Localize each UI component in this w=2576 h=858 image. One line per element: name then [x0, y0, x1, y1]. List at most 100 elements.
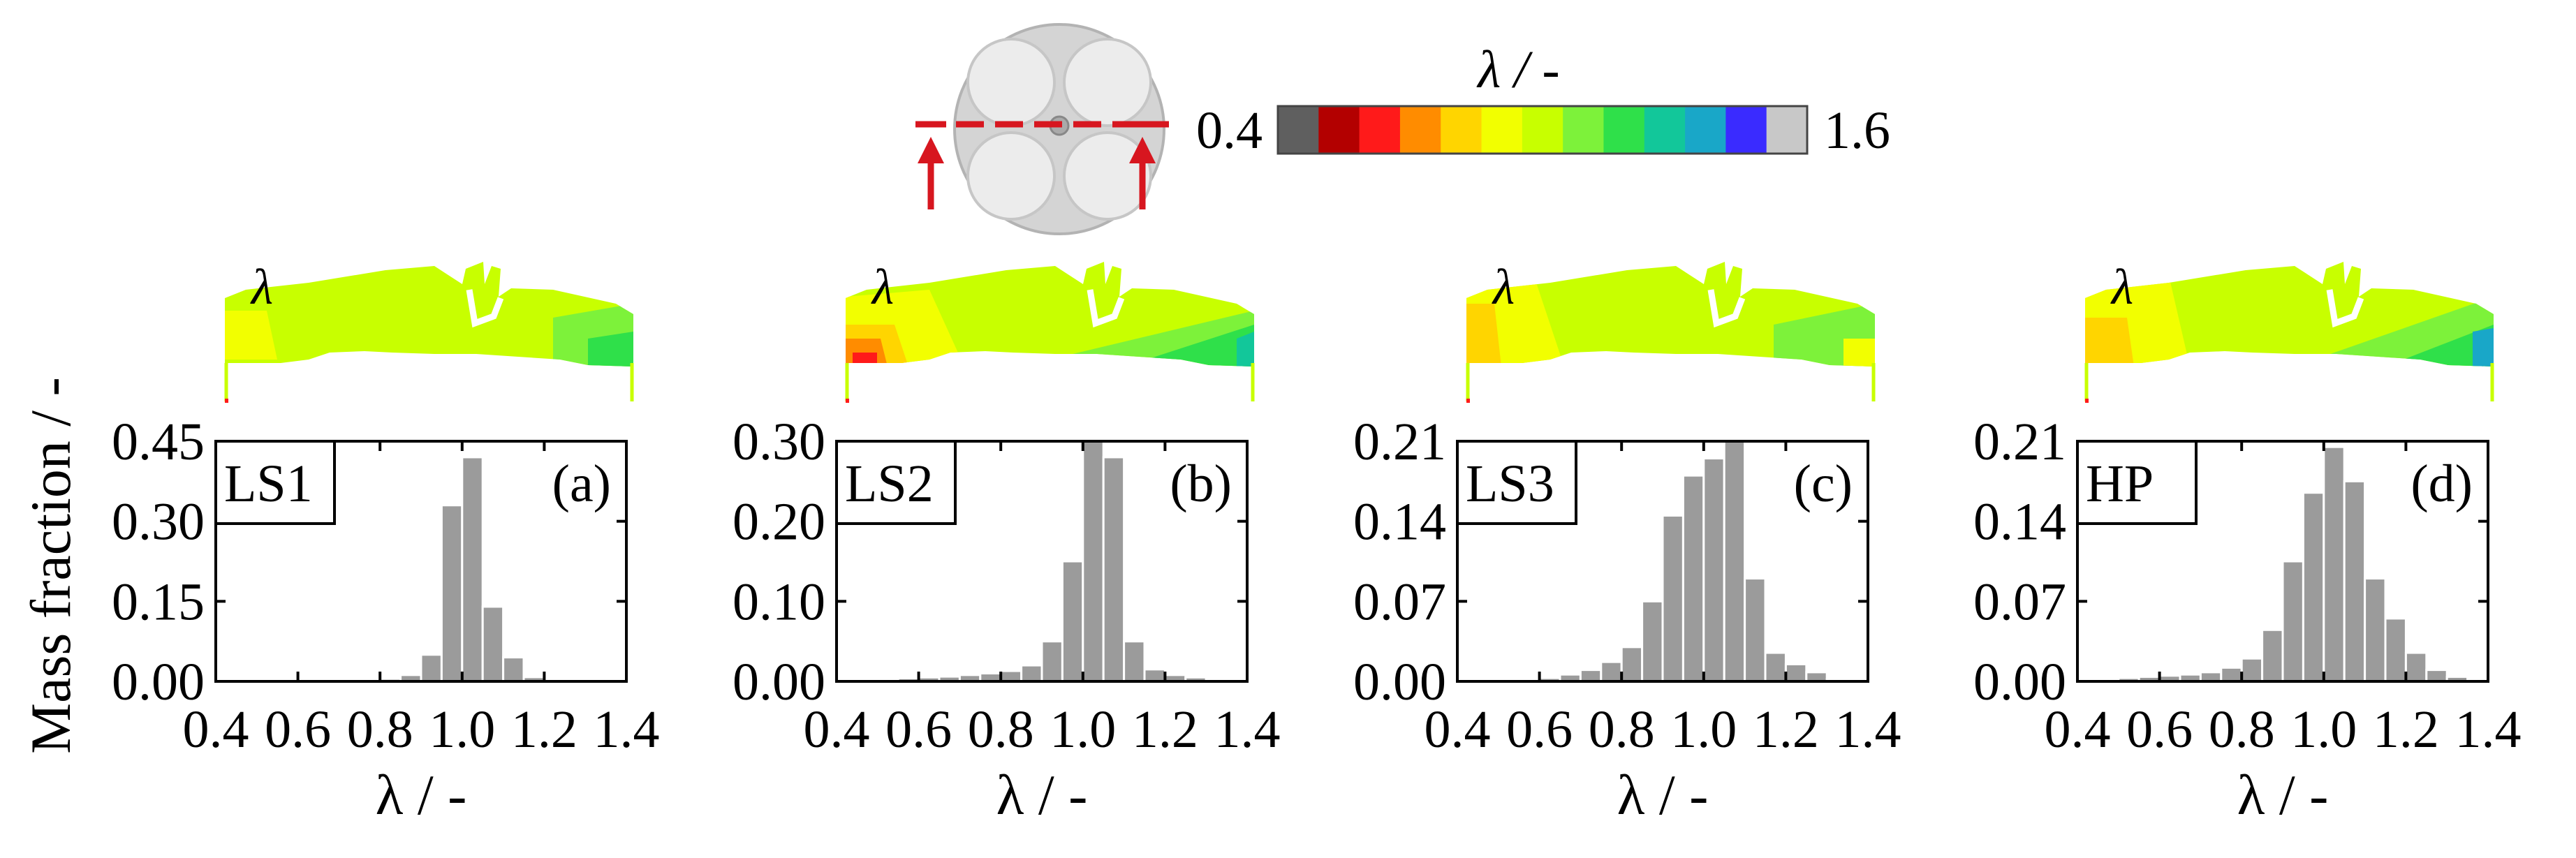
x-tick-label: 0.6: [2126, 700, 2193, 759]
histogram-bar: [1723, 440, 1746, 683]
valve-top-left: [966, 38, 1056, 127]
histogram-bar: [420, 653, 443, 683]
histogram-bar: [1040, 640, 1063, 683]
histogram-bar: [2220, 666, 2243, 683]
valve-bottom-right: [1063, 131, 1152, 221]
histogram-bar: [1744, 577, 1767, 683]
case-label: LS3: [1466, 454, 1554, 513]
y-tick-label: 0.14: [1353, 493, 1446, 552]
panel-label: (c): [1794, 454, 1853, 513]
histogram-bar: [2384, 617, 2407, 683]
colorbar-cell: [1725, 106, 1767, 154]
histogram-bar: [2302, 491, 2325, 683]
y-tick-label: 0.45: [112, 413, 205, 471]
x-tick-label: 0.6: [265, 700, 331, 759]
x-tick-label: 1.0: [1670, 700, 1737, 759]
x-tick-label: 0.8: [968, 700, 1034, 759]
case-label: LS1: [224, 454, 313, 513]
x-tick-label: 1.4: [594, 700, 660, 759]
y-tick-label: 0.10: [733, 572, 825, 631]
y-tick-label: 0.07: [1973, 572, 2066, 631]
contour-plot: λ: [845, 259, 1255, 403]
axes-frame: [214, 440, 628, 683]
y-tick-label: 0.00: [112, 653, 205, 711]
histogram-bar: [1620, 646, 1644, 683]
x-tick-label: 1.4: [1214, 700, 1281, 759]
colorbar-cell: [1278, 106, 1319, 154]
panel-label: (b): [1170, 454, 1232, 513]
colorbar-cell: [1359, 106, 1401, 154]
y-tick-label: 0.00: [1973, 653, 2066, 711]
view-arrow-right-icon: [1129, 137, 1156, 209]
view-arrow-left-icon: [918, 137, 944, 209]
x-tick-label: 1.2: [1753, 700, 1819, 759]
y-tick-label: 0.07: [1353, 572, 1446, 631]
x-tick-label: 0.8: [347, 700, 413, 759]
histogram-panel: 0.4 0.6 0.8 1.0 1.2 1.4 0.00 0.15 0.30 0.45 LS1 (a)…: [112, 413, 660, 827]
colorbar-cell: [1563, 106, 1604, 154]
y-tick-label: 0.00: [733, 653, 825, 711]
colorbar-cell: [1603, 106, 1645, 154]
histogram-bar: [999, 670, 1023, 683]
case-label-box: [1456, 440, 1577, 525]
histogram-bar: [1082, 440, 1105, 683]
case-label: LS2: [845, 454, 934, 513]
colorbar-cell: [1481, 106, 1523, 154]
x-tick-label: 0.4: [183, 700, 249, 759]
x-axis-label: λ / -: [996, 763, 1088, 827]
contour-lambda-label: λ: [250, 259, 273, 315]
colorbar-min-label: 0.4: [1196, 101, 1263, 160]
histogram-bar: [1579, 669, 1603, 683]
histogram-panels: 0.4 0.6 0.8 1.0 1.2 1.4 0.00 0.15 0.30 0.45 LS1 (a)…: [112, 413, 2522, 827]
contour-plot: λ: [1466, 259, 1876, 403]
y-tick-label: 0.30: [733, 413, 825, 471]
colorbar-cell: [1766, 106, 1808, 154]
contour-lambda-label: λ: [1492, 259, 1515, 315]
axes-frame: [2076, 440, 2489, 683]
histogram-bar: [2323, 445, 2346, 683]
colorbar-max-label: 1.6: [1824, 101, 1890, 160]
histogram-bar: [2261, 628, 2284, 683]
x-axis-label: λ / -: [2237, 763, 2329, 827]
x-tick-label: 0.6: [885, 700, 952, 759]
colorbar-cell: [1685, 106, 1726, 154]
histogram-bar: [461, 456, 484, 683]
y-tick-label: 0.20: [733, 493, 825, 552]
x-tick-label: 1.4: [2455, 700, 2522, 759]
histogram-bar: [1702, 457, 1725, 683]
case-label-box: [214, 440, 336, 525]
histogram-bar: [1020, 664, 1043, 683]
x-axis-label: λ / -: [1617, 763, 1709, 827]
contour-plot: λ: [224, 259, 634, 403]
colorbar-cell: [1318, 106, 1360, 154]
x-tick-label: 1.2: [2373, 700, 2439, 759]
x-tick-label: 0.4: [2045, 700, 2111, 759]
case-label-box: [835, 440, 957, 525]
histogram-panel: 0.4 0.6 0.8 1.0 1.2 1.4 0.00 0.07 0.14 0.21 HP (d) λ…: [1973, 413, 2522, 827]
panel-label: (d): [2411, 454, 2473, 513]
histogram-bar: [1764, 651, 1787, 683]
y-tick-label: 0.15: [112, 572, 205, 631]
histogram-bar: [1600, 660, 1623, 683]
histogram-bar: [1143, 668, 1166, 683]
x-axis-label: λ / -: [376, 763, 467, 827]
histogram-bar: [481, 605, 505, 683]
contour-plot: λ: [2084, 259, 2494, 403]
colorbar-cell: [1644, 106, 1686, 154]
x-tick-label: 1.0: [429, 700, 495, 759]
x-tick-label: 1.0: [1050, 700, 1116, 759]
x-tick-label: 0.8: [1589, 700, 1655, 759]
y-axis-label: Mass fraction / -: [19, 377, 82, 754]
histogram-bar: [2240, 657, 2264, 683]
x-tick-label: 0.4: [1425, 700, 1491, 759]
panel-label: (a): [552, 454, 611, 513]
valve-bottom-left: [966, 131, 1056, 221]
histogram-panel: 0.4 0.6 0.8 1.0 1.2 1.4 0.00 0.07 0.14 0.21 LS3 (c)…: [1353, 413, 1901, 827]
contour-lambda-label: λ: [871, 259, 894, 315]
x-tick-label: 0.6: [1506, 700, 1573, 759]
x-tick-label: 1.2: [1132, 700, 1198, 759]
histogram-bar: [2281, 560, 2304, 683]
colorbar-cells: [1276, 105, 1809, 155]
valve-top-right: [1063, 38, 1152, 127]
y-tick-label: 0.30: [112, 493, 205, 552]
